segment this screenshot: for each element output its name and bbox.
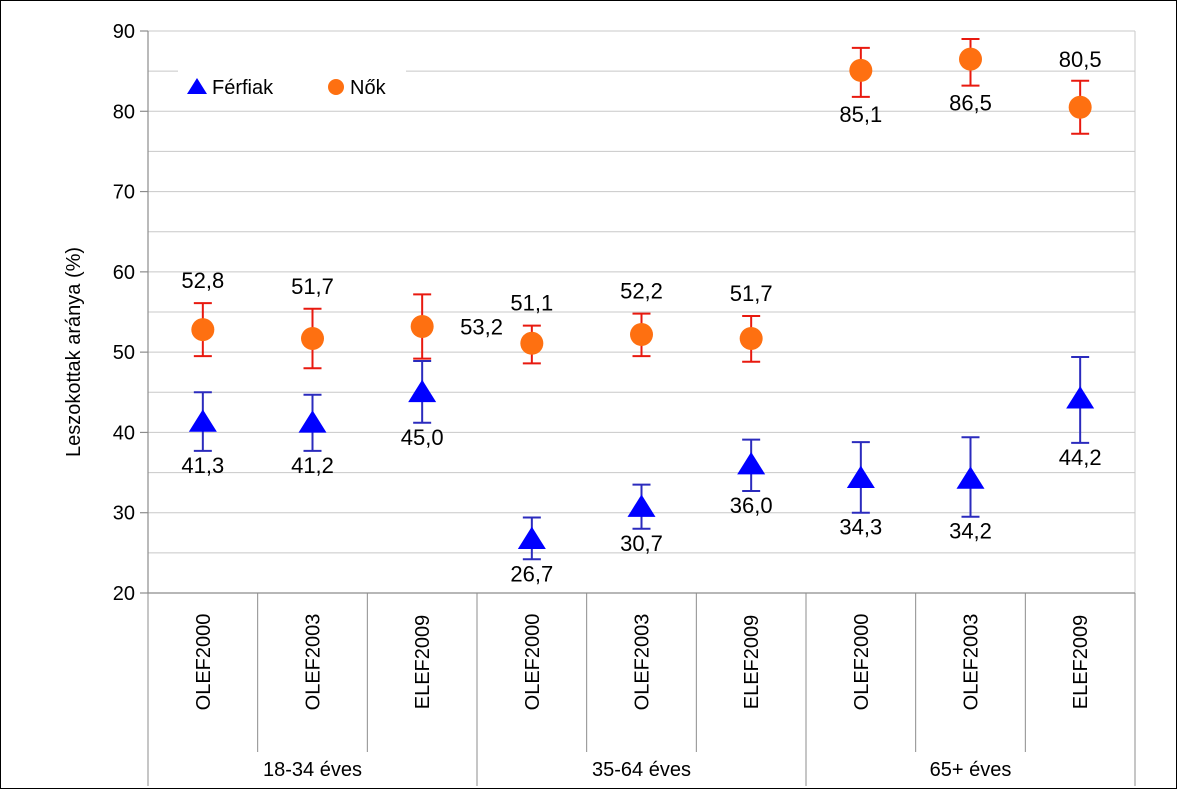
- category-label: OLEF2003: [632, 614, 654, 711]
- category-label: OLEF2003: [961, 614, 983, 711]
- legend-label-ferfiak: Férfiak: [212, 77, 274, 99]
- marker-nok: [959, 47, 982, 71]
- data-label-nok: 85,1: [839, 102, 882, 127]
- marker-ferfiak: [188, 409, 217, 432]
- data-label-nok: 52,8: [181, 268, 224, 293]
- data-label-ferfiak: 36,0: [730, 493, 773, 518]
- category-label: OLEF2000: [851, 614, 873, 711]
- data-labels: 41,3 41,2 45,0 26,7 30,7 36,0 34,3 34,2 44,2 52,8…: [181, 47, 1101, 587]
- legend-marker-nok: [328, 79, 344, 95]
- data-label-nok: 51,7: [291, 274, 334, 299]
- group-label: 65+ éves: [930, 759, 1012, 781]
- marker-ferfiak: [408, 379, 437, 403]
- marker-nok: [739, 326, 763, 350]
- y-axis-label: Leszokottak aránya (%): [63, 247, 85, 457]
- data-label-ferfiak: 30,7: [620, 531, 663, 556]
- marker-ferfiak: [627, 494, 656, 517]
- marker-nok: [191, 318, 215, 342]
- data-label-ferfiak: 34,3: [839, 515, 882, 540]
- data-label-nok: 80,5: [1059, 47, 1102, 72]
- y-tick-label: 40: [113, 422, 135, 444]
- data-label-ferfiak: 45,0: [401, 425, 444, 450]
- marker-ferfiak: [737, 451, 766, 475]
- y-tick-label: 60: [113, 262, 135, 284]
- group-label: 35-64 éves: [592, 759, 691, 781]
- marker-nok: [1068, 95, 1092, 119]
- data-markers: [188, 47, 1095, 550]
- marker-ferfiak: [1066, 386, 1095, 409]
- category-label: ELEF2009: [741, 615, 763, 710]
- y-tick-label: 80: [113, 101, 135, 123]
- y-tick-label: 30: [113, 503, 135, 525]
- marker-ferfiak: [956, 466, 985, 489]
- y-tick-label: 70: [113, 182, 135, 204]
- data-label-ferfiak: 26,7: [510, 561, 553, 586]
- data-label-nok: 86,5: [949, 91, 992, 116]
- error-bars: [193, 38, 1090, 561]
- y-tick-label: 20: [113, 583, 135, 605]
- marker-nok: [630, 322, 653, 346]
- group-label: 18-34 éves: [263, 759, 362, 781]
- legend: Férfiak Nők: [178, 66, 406, 108]
- data-label-nok: 53,2: [460, 314, 503, 339]
- category-label: OLEF2000: [522, 614, 544, 711]
- marker-ferfiak: [846, 465, 875, 488]
- marker-nok: [410, 314, 434, 338]
- marker-nok: [849, 58, 873, 82]
- legend-marker-ferfiak: [187, 78, 207, 94]
- data-label-nok: 51,1: [510, 291, 553, 316]
- marker-nok: [301, 326, 324, 350]
- y-tick-label: 90: [113, 21, 135, 43]
- category-label: ELEF2009: [1070, 615, 1092, 710]
- data-label-ferfiak: 41,3: [181, 453, 224, 478]
- data-label-nok: 51,7: [730, 281, 773, 306]
- marker-nok: [520, 331, 544, 355]
- y-tick-label: 50: [113, 342, 135, 364]
- category-label: OLEF2000: [193, 614, 215, 711]
- category-label: OLEF2003: [303, 614, 325, 711]
- marker-ferfiak: [298, 410, 327, 433]
- marker-ferfiak: [517, 526, 546, 550]
- data-label-ferfiak: 44,2: [1059, 445, 1102, 470]
- data-label-nok: 52,2: [620, 279, 663, 304]
- legend-label-nok: Nők: [350, 77, 387, 99]
- data-label-ferfiak: 41,2: [291, 453, 334, 478]
- legend-box: [178, 66, 406, 108]
- data-label-ferfiak: 34,2: [949, 519, 992, 544]
- axes: 20 30 40 50 60 70 80 90 OLEF2000 OLEF2003 ELEF2009…: [113, 21, 1136, 786]
- category-label: ELEF2009: [412, 615, 434, 710]
